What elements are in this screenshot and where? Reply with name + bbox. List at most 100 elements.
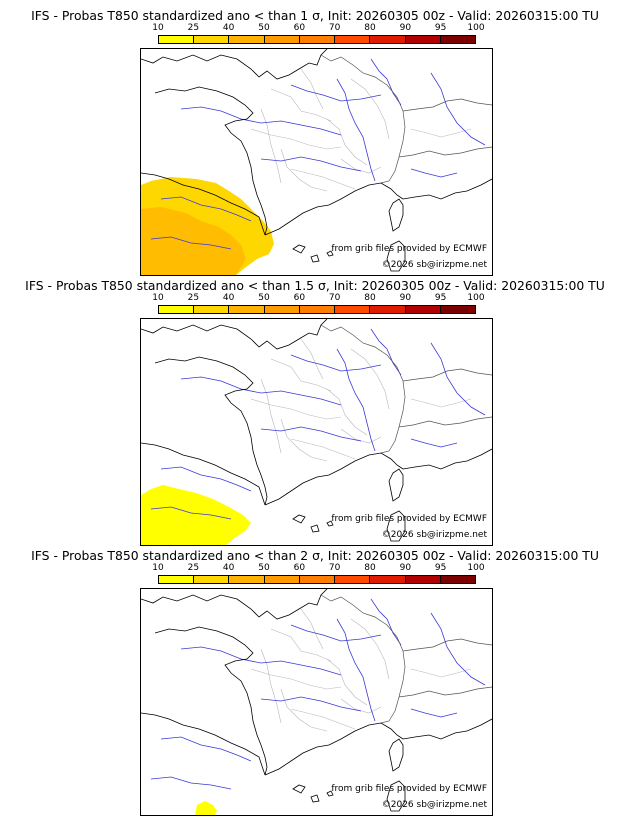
legend-tick-label: 40	[222, 23, 235, 33]
legend-swatch	[264, 576, 300, 583]
region-boundary	[340, 428, 382, 444]
legend-swatch	[370, 36, 406, 43]
credit-source: from grib files provided by ECMWF	[331, 784, 487, 794]
probability-legend: 10 25 40 50 60 70 80 90 95 100	[152, 293, 485, 316]
region-boundary	[290, 708, 356, 730]
legend-tick-label: 50	[258, 23, 270, 33]
river	[160, 466, 252, 492]
legend-swatch	[159, 306, 195, 313]
legend-tick-label: 90	[399, 23, 412, 33]
coastline	[264, 722, 404, 776]
legend-swatch	[335, 576, 371, 583]
legend-swatch	[440, 576, 475, 583]
legend-tick-label: 95	[434, 293, 447, 303]
legend-swatch	[440, 306, 475, 313]
legend-tick-label: 40	[222, 563, 235, 573]
legend-tick-label: 90	[399, 563, 412, 573]
region-boundary	[260, 378, 282, 454]
region-boundary	[410, 668, 472, 678]
country-border	[398, 146, 492, 158]
map-panel-2: IFS - Probas T850 standardized ano < tha…	[0, 270, 630, 546]
coastline	[154, 626, 268, 776]
sardinia-coastline	[386, 240, 406, 272]
country-border	[402, 368, 492, 382]
credit-copyright: ©2026 sb@irizpme.net	[381, 260, 487, 270]
coastline	[154, 356, 268, 506]
legend-tick-label: 70	[328, 563, 341, 573]
legend-tick-label: 70	[328, 23, 341, 33]
credit-source: from grib files provided by ECMWF	[331, 514, 487, 524]
map-svg	[141, 319, 492, 545]
legend-tick-label: 95	[434, 563, 447, 573]
legend-swatch	[405, 36, 441, 43]
region-boundary	[270, 88, 332, 122]
river	[150, 506, 232, 520]
legend-tick-label: 70	[328, 293, 341, 303]
legend-tick-label: 80	[364, 23, 376, 33]
river	[260, 696, 362, 712]
country-border	[398, 416, 492, 428]
legend-tick-labels: 10 25 40 50 60 70 80 90 95 100	[152, 23, 484, 34]
probability-area	[141, 177, 274, 275]
river	[410, 708, 458, 718]
legend-tick-label: 100	[467, 563, 485, 573]
coastline	[141, 319, 328, 350]
region-boundary	[260, 648, 282, 724]
river	[430, 72, 486, 146]
coastline	[264, 182, 404, 236]
river	[370, 58, 402, 106]
coastline	[141, 49, 328, 80]
basemap	[141, 319, 492, 542]
river	[290, 84, 382, 102]
coastline	[141, 442, 266, 506]
region-boundary	[326, 118, 368, 166]
region-boundary	[340, 158, 382, 174]
legend-swatch	[370, 576, 406, 583]
region-boundary	[250, 128, 342, 150]
coastline	[402, 718, 492, 740]
legend-tick-label: 40	[222, 293, 235, 303]
legend-color-bar	[158, 35, 476, 44]
legend-swatch	[299, 576, 336, 583]
legend-swatch	[229, 36, 265, 43]
river	[180, 106, 342, 136]
legend-tick-label: 100	[467, 293, 485, 303]
region-boundary	[290, 168, 356, 190]
map-panel-3: IFS - Probas T850 standardized ano < tha…	[0, 540, 630, 816]
region-boundary	[280, 148, 328, 192]
legend-tick-label: 10	[152, 293, 164, 303]
river	[430, 612, 486, 686]
coastline	[154, 86, 268, 236]
legend-tick-label: 25	[187, 293, 200, 303]
river	[260, 426, 362, 442]
legend-swatch	[264, 36, 300, 43]
island-coastline	[326, 520, 334, 527]
region-boundary	[350, 618, 390, 680]
river	[410, 168, 458, 178]
corsica-coastline	[388, 468, 404, 502]
map-svg	[141, 589, 492, 815]
island-coastline	[292, 514, 306, 524]
legend-tick-label: 100	[467, 23, 485, 33]
basemap	[141, 49, 492, 272]
region-boundary	[350, 348, 390, 410]
island-coastline	[310, 794, 320, 803]
credit-copyright: ©2026 sb@irizpme.net	[381, 530, 487, 540]
river	[290, 624, 382, 642]
region-boundary	[260, 108, 282, 184]
legend-tick-label: 60	[293, 23, 306, 33]
legend-tick-label: 60	[293, 563, 306, 573]
region-boundary	[410, 128, 472, 138]
panel-title: IFS - Probas T850 standardized ano < tha…	[25, 278, 605, 293]
country-border	[402, 98, 492, 112]
legend-tick-label: 10	[152, 23, 164, 33]
legend-swatch	[159, 576, 195, 583]
river	[160, 736, 252, 762]
credit-copyright: ©2026 sb@irizpme.net	[381, 800, 487, 810]
river	[160, 196, 252, 222]
legend-swatch	[405, 306, 441, 313]
probability-area	[195, 801, 217, 815]
river	[150, 236, 232, 250]
legend-swatch	[264, 306, 300, 313]
country-border	[320, 54, 406, 184]
